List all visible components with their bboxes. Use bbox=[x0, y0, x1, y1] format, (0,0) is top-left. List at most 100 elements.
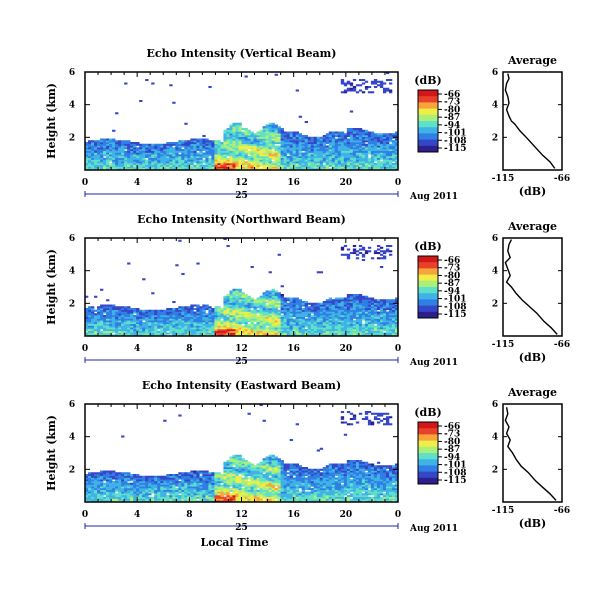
heatmap-cell bbox=[163, 481, 167, 484]
heatmap-cell bbox=[121, 142, 125, 145]
heatmap-cell bbox=[151, 325, 155, 328]
heatmap-cell bbox=[250, 164, 254, 167]
heatmap-cell bbox=[139, 145, 143, 148]
heatmap-cell bbox=[385, 72, 390, 75]
heatmap-cell bbox=[346, 323, 351, 326]
heatmap-cell bbox=[91, 163, 95, 166]
heatmap-cell bbox=[247, 142, 251, 145]
heatmap-cell bbox=[97, 157, 101, 160]
heatmap-cell bbox=[241, 166, 245, 169]
heatmap-cell bbox=[265, 294, 269, 297]
heatmap-cell bbox=[223, 327, 227, 330]
heatmap-cell bbox=[244, 156, 248, 159]
heatmap-cell bbox=[382, 157, 387, 160]
heatmap-cell bbox=[139, 327, 143, 330]
heatmap-cell bbox=[259, 301, 263, 304]
heatmap-cell bbox=[382, 163, 387, 166]
heatmap-cell bbox=[328, 143, 333, 146]
colorbar-segment bbox=[418, 108, 438, 111]
heatmap-cell bbox=[238, 292, 242, 295]
heatmap-cell bbox=[187, 159, 191, 162]
heatmap-cell bbox=[163, 322, 167, 325]
heatmap-cell bbox=[385, 322, 390, 325]
heatmap-cell bbox=[268, 136, 272, 139]
heatmap-cell bbox=[277, 149, 281, 152]
heatmap-cell bbox=[388, 82, 393, 85]
heatmap-cell bbox=[355, 143, 360, 146]
heatmap-cell bbox=[109, 496, 113, 499]
heatmap-cell bbox=[157, 145, 161, 148]
heatmap-cell bbox=[316, 316, 321, 319]
heatmap-cell bbox=[355, 140, 360, 143]
heatmap-cell bbox=[94, 161, 98, 164]
heatmap-cell bbox=[178, 161, 182, 164]
heatmap-cell bbox=[142, 150, 146, 153]
heatmap-cell bbox=[268, 140, 272, 143]
heatmap-cell bbox=[235, 129, 239, 132]
heatmap-cell bbox=[358, 143, 363, 146]
heatmap-cell bbox=[139, 320, 143, 323]
heatmap-cell bbox=[322, 315, 327, 318]
heatmap-cell bbox=[247, 135, 251, 138]
heatmap-cell bbox=[388, 316, 393, 319]
heatmap-cell bbox=[292, 308, 296, 311]
heatmap-cell bbox=[271, 322, 275, 325]
heatmap-cell bbox=[295, 145, 299, 148]
heatmap-cell bbox=[289, 147, 293, 150]
heatmap-cell bbox=[169, 161, 173, 164]
heatmap-cell bbox=[115, 149, 119, 152]
heatmap-cell bbox=[154, 486, 158, 489]
heatmap-cell bbox=[274, 320, 278, 323]
heatmap-cell bbox=[304, 150, 309, 153]
heatmap-cell bbox=[136, 163, 140, 166]
heatmap-cell bbox=[85, 309, 89, 312]
heatmap-cell bbox=[250, 156, 254, 159]
heatmap-cell bbox=[340, 80, 345, 83]
heatmap-cell bbox=[130, 498, 134, 501]
heatmap-cell bbox=[91, 477, 95, 480]
heatmap-cell bbox=[88, 472, 92, 475]
heatmap-cell bbox=[115, 157, 119, 160]
heatmap-cell bbox=[364, 140, 369, 143]
heatmap-cell bbox=[373, 156, 378, 159]
colorbar-tick-label: -108 bbox=[444, 302, 467, 312]
heatmap-cell bbox=[121, 152, 125, 155]
heatmap-cell bbox=[307, 163, 312, 166]
heatmap-cell bbox=[319, 154, 324, 157]
heatmap-cell bbox=[244, 301, 248, 304]
heatmap-cell bbox=[223, 136, 227, 139]
heatmap-cell bbox=[349, 164, 354, 167]
heatmap-cell bbox=[202, 159, 206, 162]
heatmap-cell bbox=[328, 306, 333, 309]
heatmap-cell bbox=[370, 149, 375, 152]
heatmap-cell bbox=[262, 329, 266, 332]
heatmap-cell bbox=[307, 318, 312, 321]
heatmap-cell bbox=[268, 301, 272, 304]
heatmap-cell bbox=[226, 302, 230, 305]
heatmap-cell bbox=[367, 150, 372, 153]
heatmap-cell bbox=[385, 143, 390, 146]
heatmap-cell bbox=[259, 323, 263, 326]
heatmap-cell bbox=[346, 315, 351, 318]
heatmap-cell bbox=[271, 128, 275, 131]
heatmap-cell bbox=[91, 323, 95, 326]
heatmap-cell bbox=[115, 142, 119, 145]
heatmap-cell bbox=[178, 142, 182, 145]
heatmap-cell bbox=[262, 318, 266, 321]
heatmap-cell bbox=[85, 157, 89, 160]
heatmap-cell bbox=[274, 330, 278, 333]
heatmap-cell bbox=[163, 161, 167, 164]
heatmap-cell bbox=[262, 166, 266, 169]
heatmap-cell bbox=[109, 486, 113, 489]
heatmap-cell bbox=[199, 315, 203, 318]
heatmap-cell bbox=[316, 156, 321, 159]
heatmap-cell bbox=[286, 131, 290, 134]
colorbar-segment bbox=[418, 262, 438, 265]
heatmap-cell bbox=[139, 322, 143, 325]
heatmap-cell bbox=[106, 325, 110, 328]
heatmap-cell bbox=[265, 140, 269, 143]
heatmap-cell bbox=[391, 166, 396, 169]
heatmap-cell bbox=[334, 329, 339, 332]
heatmap-cell bbox=[238, 320, 242, 323]
heatmap-cell bbox=[352, 245, 357, 248]
